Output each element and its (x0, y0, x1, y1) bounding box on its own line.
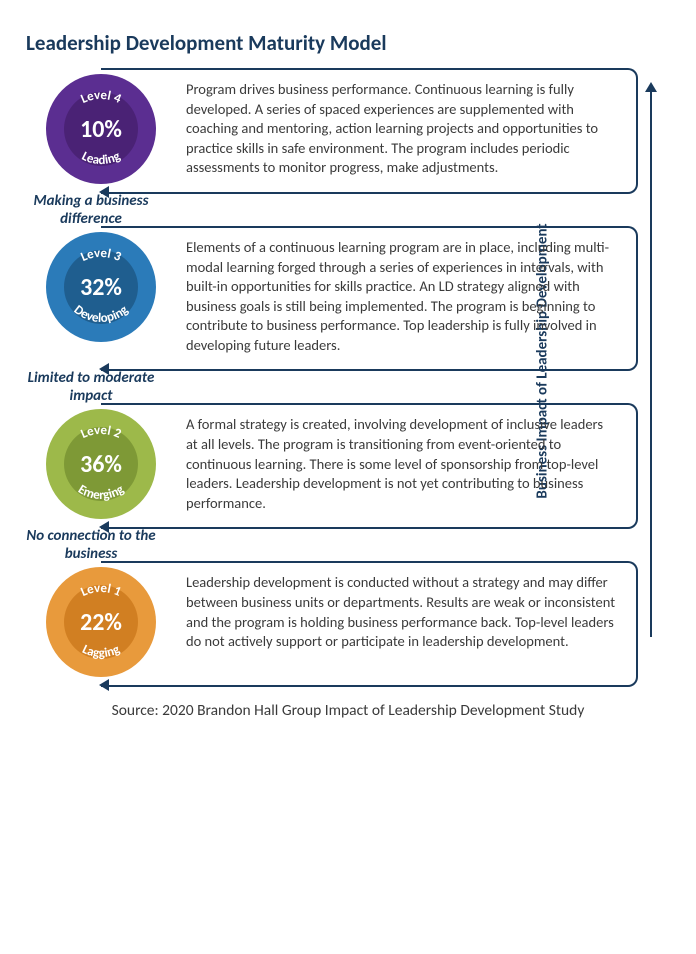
page-title: Leadership Development Maturity Model (26, 30, 676, 56)
frame-arrowhead-icon (99, 186, 109, 198)
level-frame (101, 226, 638, 371)
level-badge: Level 3 32% Developing (46, 232, 156, 342)
frame-arrowhead-icon (99, 679, 109, 691)
transition-label: Making a business difference (11, 192, 171, 228)
level-badge: Level 1 22% Lagging (46, 567, 156, 677)
level-percent: 36% (64, 427, 138, 501)
frame-arrowhead-icon (99, 521, 109, 533)
transition-label: No connection to the business (11, 527, 171, 563)
source-citation: Source: 2020 Brandon Hall Group Impact o… (20, 701, 676, 720)
level-badge: Level 4 10% Leading (46, 74, 156, 184)
level-frame (101, 68, 638, 194)
transition-label: Limited to moderate impact (11, 369, 171, 405)
maturity-diagram: Business Impact of Leadership Developmen… (26, 74, 666, 677)
level-frame (101, 561, 638, 687)
level-percent: 32% (64, 250, 138, 324)
level-percent: 10% (64, 92, 138, 166)
level-percent: 22% (64, 585, 138, 659)
level-frame (101, 403, 638, 529)
level-badge: Level 2 36% Emerging (46, 409, 156, 519)
frame-arrowhead-icon (99, 363, 109, 375)
